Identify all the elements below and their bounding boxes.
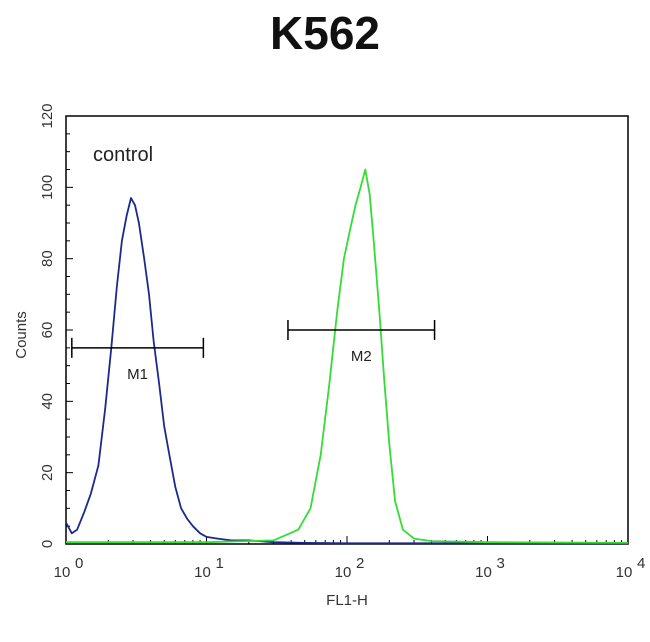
y-tick-label: 120 bbox=[39, 103, 56, 128]
y-tick-label: 40 bbox=[39, 393, 56, 410]
marker-label-m1: M1 bbox=[127, 366, 148, 383]
x-tick-label: 10 bbox=[335, 564, 352, 581]
y-axis-label: Counts bbox=[13, 311, 30, 359]
x-tick-exponent: 3 bbox=[497, 555, 505, 572]
series-line-1 bbox=[65, 197, 628, 545]
x-tick-label: 10 bbox=[475, 564, 492, 581]
gate-markers: M1 M2 bbox=[71, 320, 436, 383]
x-axis-label: FL1-H bbox=[326, 592, 368, 609]
x-tick-label: 10 bbox=[616, 564, 633, 581]
x-tick-exponent: 2 bbox=[356, 555, 364, 572]
y-tick-label: 20 bbox=[39, 464, 56, 481]
control-annotation: control bbox=[93, 144, 153, 166]
x-tick-exponent: 0 bbox=[75, 555, 83, 572]
x-tick-label: 10 bbox=[194, 564, 211, 581]
x-tick-label: 10 bbox=[54, 564, 71, 581]
series-layer bbox=[65, 168, 629, 545]
chart-title: K562 bbox=[270, 7, 380, 59]
marker-label-m2: M2 bbox=[351, 348, 372, 365]
y-axis-ticks: 0 20 40 60 80 100 120 bbox=[39, 103, 73, 548]
y-tick-label: 0 bbox=[39, 540, 56, 548]
x-tick-exponent: 4 bbox=[637, 555, 645, 572]
x-tick-exponent: 1 bbox=[216, 555, 224, 572]
y-tick-label: 100 bbox=[39, 175, 56, 200]
y-tick-label: 60 bbox=[39, 322, 56, 339]
y-tick-label: 80 bbox=[39, 250, 56, 267]
series-line-2 bbox=[66, 168, 629, 544]
